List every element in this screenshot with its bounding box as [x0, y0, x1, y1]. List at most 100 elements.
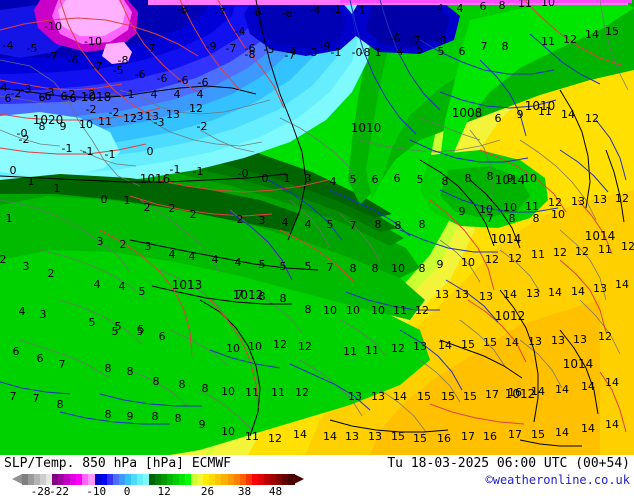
- temperature-label: 14: [605, 418, 619, 431]
- temperature-label: 6: [159, 330, 166, 343]
- temperature-label: 4: [94, 278, 101, 291]
- temp-band-8-10-ne: [440, 0, 634, 178]
- temperature-label: 9: [199, 418, 206, 431]
- temperature-label: 10: [523, 172, 537, 185]
- temperature-label: 8: [127, 365, 134, 378]
- temperature-label: 16: [508, 386, 522, 399]
- colorbar-segment: [281, 474, 289, 485]
- temperature-label: -7: [92, 60, 103, 73]
- temperature-label: -7: [285, 49, 296, 62]
- temperature-label: -1: [62, 142, 73, 155]
- temperature-label: 4: [282, 216, 289, 229]
- temperature-label: 8: [372, 262, 379, 275]
- colorbar-segment: [233, 474, 241, 485]
- temperature-label: 8: [280, 292, 287, 305]
- colorbar-segment: [46, 474, 53, 485]
- colorbar-segment: [118, 474, 126, 485]
- temperature-label: -5: [113, 64, 124, 77]
- weather-map-canvas[interactable]: -10 -10 -8 -7 -8 -7 -6 -6 -4 -1 -1 -9 -8 -7 -4 -9 -8 -6 -7…: [0, 0, 634, 455]
- temperature-label: -1: [331, 46, 342, 59]
- colorbar-segment: [245, 474, 253, 485]
- temperature-colorbar[interactable]: [22, 474, 295, 485]
- copyright-link[interactable]: ©weatheronline.co.uk: [485, 473, 631, 487]
- temperature-label: 9: [507, 172, 514, 185]
- temperature-label: 15: [605, 25, 619, 38]
- temperature-label: 8: [487, 170, 494, 183]
- temperature-label: 2: [48, 267, 55, 280]
- temperature-label: 8: [305, 303, 312, 316]
- colorbar-tick-label: 38: [237, 485, 252, 498]
- pressure-label: 1014: [563, 357, 594, 371]
- temperature-label: 6: [39, 91, 46, 104]
- colorbar-segment: [263, 474, 271, 485]
- temperature-label: 5: [89, 316, 96, 329]
- footer-bar: SLP/Temp. 850 hPa [hPa] ECMWF Tu 18-03-2…: [0, 455, 634, 498]
- temperature-label: 11: [598, 243, 612, 256]
- temperature-label: 10: [551, 208, 565, 221]
- temperature-label: 7: [327, 261, 334, 274]
- temperature-label: 4: [212, 253, 219, 266]
- temp-band-top-magenta-strip2: [340, 0, 632, 3]
- temperature-label: 10: [346, 304, 360, 317]
- temperature-label: 13: [413, 340, 427, 353]
- temp-band-5-7: [0, 196, 425, 320]
- temperature-label: 7: [33, 392, 40, 405]
- temperature-label: 4: [397, 45, 404, 58]
- temperature-label: 10: [371, 304, 385, 317]
- temperature-label: 6: [61, 90, 68, 103]
- temperature-label: 10: [248, 340, 262, 353]
- temperature-label: 13: [479, 290, 493, 303]
- temperature-label: 13: [528, 335, 542, 348]
- temperature-label: 3: [259, 214, 266, 227]
- temperature-label: -1: [105, 148, 116, 161]
- colorbar-segment: [112, 474, 120, 485]
- temperature-label: -3: [154, 116, 165, 129]
- temperature-label: -7: [410, 34, 421, 47]
- colorbar-segment: [34, 474, 41, 485]
- temperature-label: -5: [27, 42, 38, 55]
- chart-title: SLP/Temp. 850 hPa [hPa] ECMWF: [4, 456, 231, 471]
- temperature-label: 12: [268, 432, 282, 445]
- temperature-label: 6: [459, 45, 466, 58]
- temperature-label: 6: [37, 352, 44, 365]
- temperature-label: 11: [538, 105, 552, 118]
- temperature-label: 4: [174, 88, 181, 101]
- temperature-label: 13: [348, 390, 362, 403]
- temperature-label: 12: [391, 342, 405, 355]
- temperature-label: 12: [123, 112, 137, 125]
- colorbar-segment: [148, 474, 156, 485]
- temperature-label: -6: [282, 7, 293, 20]
- colorbar-segment: [167, 474, 174, 485]
- temperature-label: 14: [438, 339, 452, 352]
- temp-band-green-blob-right2: [440, 166, 530, 218]
- colorbar-segment: [173, 474, 180, 485]
- temperature-label: 1: [375, 46, 382, 59]
- temperature-label: 11: [541, 35, 555, 48]
- colorbar-segment: [136, 474, 144, 485]
- temperature-label: 13: [593, 282, 607, 295]
- temperature-label: -2: [65, 88, 76, 101]
- temperature-label: 13: [571, 195, 585, 208]
- temperature-label: 14: [581, 422, 595, 435]
- temperature-label: 4: [169, 248, 176, 261]
- temperature-label: 10: [461, 256, 475, 269]
- colorbar-tick-label: 26: [200, 485, 215, 498]
- temperature-label: 9: [459, 205, 466, 218]
- temperature-label: 5: [280, 260, 287, 273]
- temperature-label: 4: [457, 2, 464, 15]
- temperature-label: -8: [436, 34, 447, 47]
- temperature-label: 0: [10, 164, 17, 177]
- temperature-label: 12: [553, 246, 567, 259]
- temperature-label: 9: [60, 120, 67, 133]
- map-svg[interactable]: -10-10-8-7-8 -7 -6 -6 -4 -1 -1-9-8 -7-4-9 -8-6 -7…: [0, 0, 634, 455]
- temperature-label: 9: [437, 258, 444, 271]
- temperature-label: 12: [615, 192, 629, 205]
- temperature-label: 12: [189, 102, 203, 115]
- colorbar-segment: [40, 474, 47, 485]
- temperature-label: 3: [145, 240, 152, 253]
- temperature-label: 1: [6, 212, 13, 225]
- temperature-label: 5: [139, 285, 146, 298]
- pressure-label: 1014: [585, 229, 616, 243]
- temperature-label: 8: [105, 408, 112, 421]
